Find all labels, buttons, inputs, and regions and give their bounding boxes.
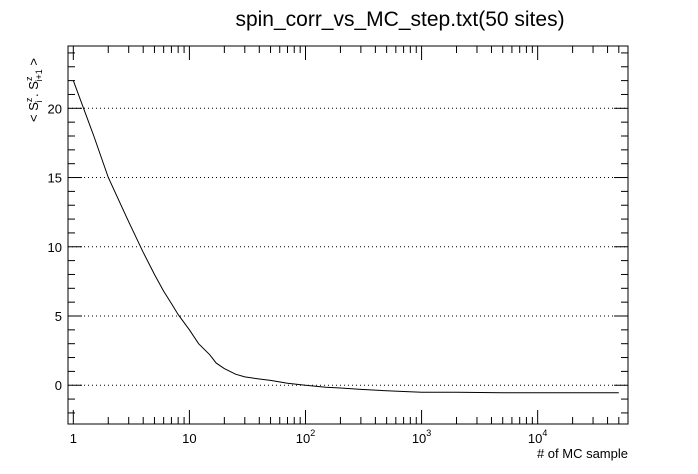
- y-tick-label: 5: [55, 309, 62, 324]
- y-tick-label: 20: [48, 101, 62, 116]
- y-tick-label: 15: [48, 171, 62, 186]
- x-tick-label: 102: [296, 428, 315, 446]
- plot-frame: [67, 45, 629, 425]
- y-tick-label: 10: [48, 240, 62, 255]
- x-axis: 1 10 102 103 104: [70, 46, 629, 446]
- y-tick-label: 0: [55, 378, 62, 393]
- chart-title: spin_corr_vs_MC_step.txt(50 sites): [235, 8, 564, 31]
- y-axis-label: < Szi . Szi+1 >: [24, 58, 44, 122]
- x-tick-label: 1: [70, 431, 77, 446]
- svg-text:< Szi . Szi+1 >: < Szi . Szi+1 >: [24, 58, 44, 122]
- x-tick-label: 103: [412, 428, 431, 446]
- x-axis-label: # of MC sample: [537, 446, 628, 461]
- x-tick-label: 10: [182, 431, 196, 446]
- x-tick-label: 104: [528, 428, 547, 446]
- grid: [68, 107, 628, 386]
- series: [72, 80, 619, 394]
- y-axis: 0 5 10 15 20: [48, 52, 628, 414]
- series-line: [72, 80, 619, 394]
